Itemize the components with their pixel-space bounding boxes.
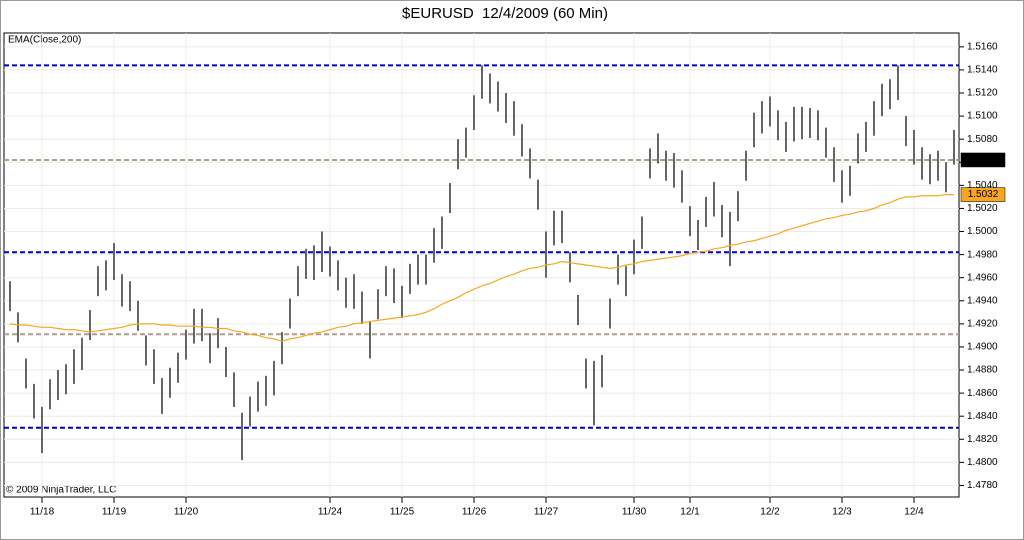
x-tick-label: 12/2 xyxy=(760,507,780,518)
chart-title: $EURUSD 12/4/2009 (60 Min) xyxy=(402,5,608,22)
y-tick-label: 1.4980 xyxy=(967,249,998,260)
x-tick-label: 12/4 xyxy=(904,507,924,518)
y-tick-label: 1.4800 xyxy=(967,457,998,468)
x-tick-label: 11/24 xyxy=(318,507,343,518)
y-tick-label: 1.4820 xyxy=(967,434,998,445)
x-tick-label: 11/19 xyxy=(102,507,127,518)
price-marker-label: 1.5062 xyxy=(968,155,999,166)
y-tick-label: 1.4860 xyxy=(967,388,998,399)
price-marker xyxy=(960,152,1006,168)
y-tick-label: 1.5000 xyxy=(967,226,998,237)
price-marker xyxy=(960,187,1006,202)
indicator-label: EMA(Close,200) xyxy=(8,35,81,46)
copyright: © 2009 NinjaTrader, LLC xyxy=(6,485,116,496)
y-tick-label: 1.4840 xyxy=(967,411,998,422)
x-tick-label: 11/30 xyxy=(622,507,647,518)
y-tick-label: 1.4960 xyxy=(967,272,998,283)
y-tick-label: 1.5020 xyxy=(967,203,998,214)
y-tick-label: 1.5160 xyxy=(967,41,998,52)
price-marker-label: 1.5032 xyxy=(968,189,999,200)
x-tick-label: 12/3 xyxy=(832,507,852,518)
y-tick-label: 1.4880 xyxy=(967,365,998,376)
y-tick-label: 1.4940 xyxy=(967,295,998,306)
y-tick-label: 1.4780 xyxy=(967,480,998,491)
ema-line xyxy=(9,193,954,342)
y-tick-label: 1.5140 xyxy=(967,65,998,76)
y-tick-label: 1.4900 xyxy=(967,342,998,353)
y-tick-label: 1.5120 xyxy=(967,88,998,99)
y-tick-label: 1.4920 xyxy=(967,319,998,330)
x-tick-label: 11/20 xyxy=(174,507,199,518)
x-tick-label: 11/25 xyxy=(390,507,415,518)
x-tick-label: 12/1 xyxy=(680,507,700,518)
y-tick-label: 1.5040 xyxy=(967,180,998,191)
plot-area xyxy=(3,32,960,498)
y-tick-label: 1.5100 xyxy=(967,111,998,122)
x-tick-label: 11/18 xyxy=(30,507,55,518)
x-tick-label: 11/26 xyxy=(462,507,487,518)
y-tick-label: 1.5080 xyxy=(967,134,998,145)
x-tick-label: 11/27 xyxy=(534,507,559,518)
